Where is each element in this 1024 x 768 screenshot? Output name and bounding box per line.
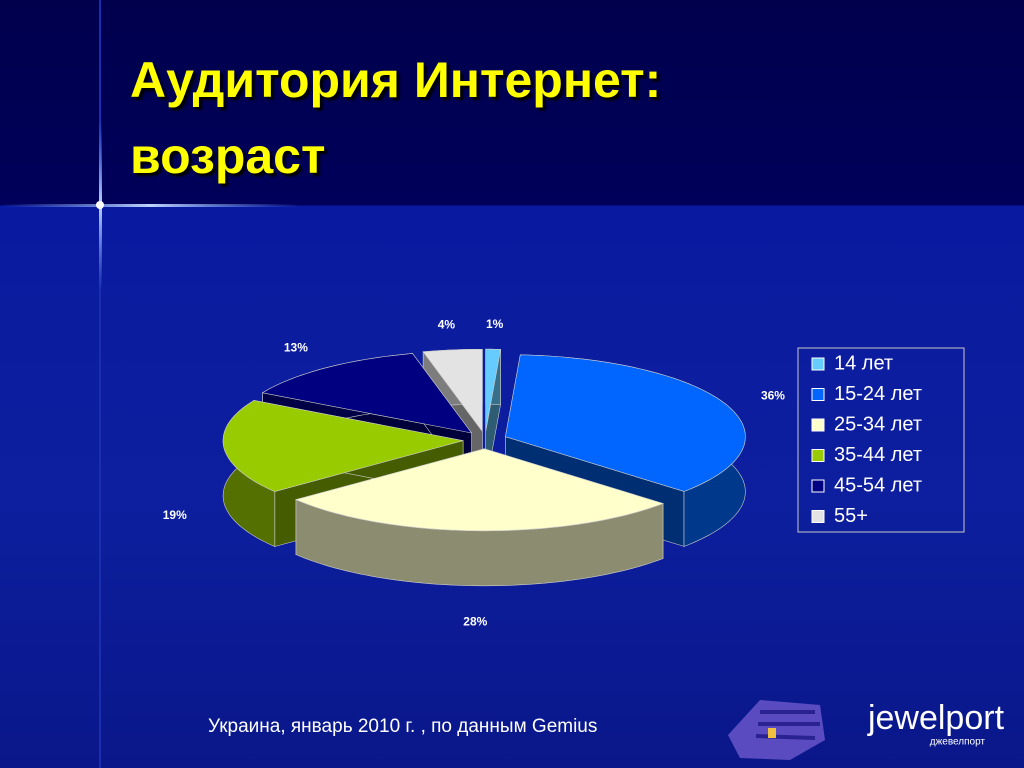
data-label: 13% bbox=[284, 341, 308, 355]
logo-ring bbox=[768, 728, 776, 738]
data-label: 28% bbox=[463, 615, 487, 629]
pie-slice bbox=[295, 448, 664, 587]
legend-box bbox=[797, 347, 965, 533]
legend-label: 35-44 лет bbox=[834, 444, 922, 466]
slice bbox=[505, 354, 746, 492]
logo: jewelport джевелпорт bbox=[728, 699, 1005, 760]
decor-line bbox=[0, 204, 300, 207]
slice bbox=[422, 349, 483, 433]
legend-swatch bbox=[811, 479, 825, 493]
data-label: 36% bbox=[761, 388, 785, 402]
legend-label: 25-34 лет bbox=[834, 413, 922, 435]
logo-subtitle: джевелпорт bbox=[930, 737, 986, 748]
footer-note: Украина, январь 2010 г. , по данным Gemi… bbox=[208, 716, 598, 737]
legend-swatch bbox=[811, 510, 825, 523]
logo-hand bbox=[755, 710, 820, 740]
legend-swatch bbox=[811, 418, 825, 432]
slice bbox=[261, 353, 473, 434]
data-label: 1% bbox=[486, 317, 504, 331]
slice bbox=[295, 448, 664, 532]
data-label: 19% bbox=[163, 508, 187, 522]
legend-label: 15-24 лет bbox=[834, 383, 922, 405]
legend-label: 14 лет bbox=[834, 352, 893, 374]
legend-swatch bbox=[811, 449, 825, 462]
slide-title: Аудитория Интернет: возраст bbox=[130, 52, 662, 184]
legend-label: 45-54 лет bbox=[834, 474, 922, 496]
data-label: 4% bbox=[438, 318, 456, 332]
legend-swatch bbox=[811, 388, 825, 401]
decor-line bbox=[99, 0, 101, 768]
slice bbox=[485, 348, 501, 432]
slice bbox=[222, 400, 464, 492]
legend-label: 55+ bbox=[834, 505, 868, 527]
sparkle bbox=[96, 201, 104, 209]
legend-swatch bbox=[811, 357, 825, 371]
logo-hand bbox=[728, 700, 825, 760]
logo-name: jewelport bbox=[867, 699, 1005, 737]
